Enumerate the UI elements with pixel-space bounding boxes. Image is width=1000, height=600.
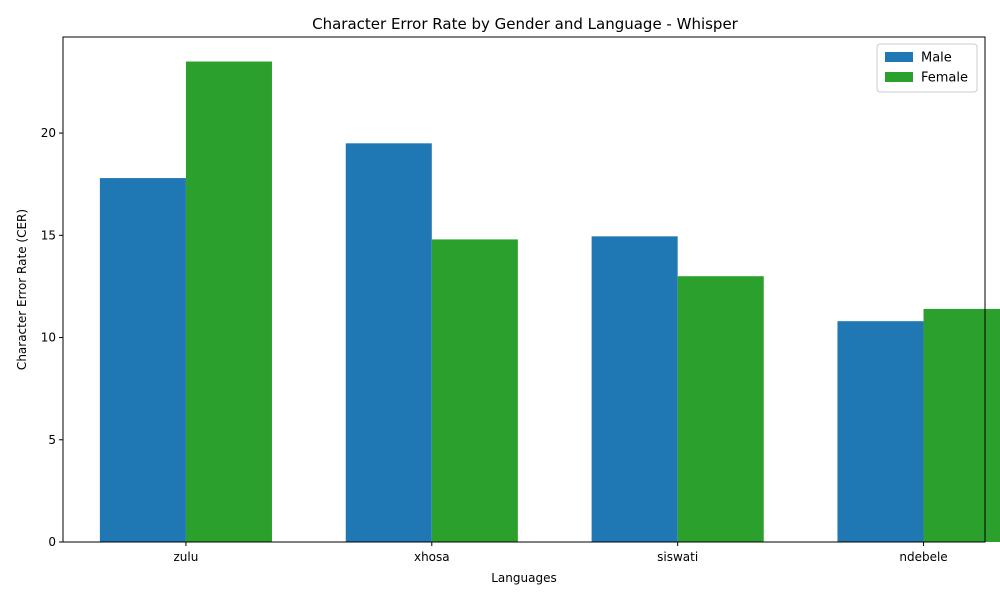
y-tick-label-5: 5 xyxy=(48,433,56,447)
legend-label-male: Male xyxy=(921,51,952,66)
y-axis: 0 5 10 15 20 xyxy=(41,126,63,549)
y-tick-label-0: 0 xyxy=(48,535,56,549)
bar-female-xhosa xyxy=(431,239,518,542)
bar-male-siswati xyxy=(591,236,678,542)
legend-swatch-male xyxy=(885,52,913,62)
plot-frame xyxy=(62,36,986,543)
x-axis: zulu xhosa siswati ndebele xyxy=(174,542,948,564)
y-tick-label-15: 15 xyxy=(41,228,56,242)
x-axis-title: Languages xyxy=(491,571,556,585)
legend: Male Female xyxy=(876,43,978,93)
bar-male-zulu xyxy=(99,178,186,542)
bar-male-ndebele xyxy=(837,321,924,542)
bar-female-siswati xyxy=(677,276,764,542)
y-tick-label-20: 20 xyxy=(41,126,56,140)
y-axis-title: Character Error Rate (CER) xyxy=(15,209,29,370)
x-tick-label-siswati: siswati xyxy=(657,550,698,564)
legend-label-female: Female xyxy=(921,71,968,86)
x-tick-label-xhosa: xhosa xyxy=(414,550,450,564)
x-tick-label-ndebele: ndebele xyxy=(899,550,947,564)
x-tick-label-zulu: zulu xyxy=(174,550,199,564)
bar-male-xhosa xyxy=(345,143,432,542)
legend-swatch-female xyxy=(885,72,913,82)
y-tick-label-10: 10 xyxy=(41,331,56,345)
chart-title: Character Error Rate by Gender and Langu… xyxy=(312,15,739,33)
bars-layer xyxy=(99,61,1000,542)
bar-female-ndebele xyxy=(923,308,1000,542)
bar-female-zulu xyxy=(185,61,272,542)
